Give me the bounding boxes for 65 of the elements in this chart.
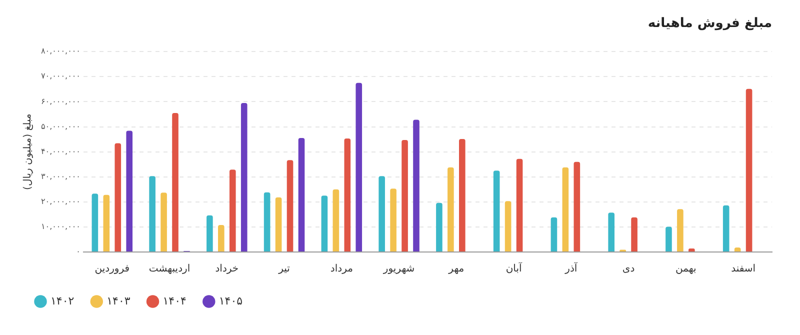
legend-label: ۱۴۰۴ [162, 294, 186, 308]
bar [436, 202, 442, 252]
bar [114, 143, 122, 252]
bar [390, 188, 396, 252]
bar [92, 194, 98, 252]
y-tick-label: ۶۰,۰۰۰,۰۰۰ [40, 96, 80, 106]
y-tick-label: ۷۰,۰۰۰,۰۰۰ [40, 72, 80, 81]
bar [459, 139, 466, 252]
bar [746, 88, 752, 252]
x-tick-label: خرداد [215, 264, 239, 275]
x-tick-label: فروردین [94, 264, 130, 275]
x-tick-label: بهمن [676, 264, 696, 275]
y-tick-label: ۸۰,۰۰۰,۰۰۰ [40, 46, 80, 56]
bar [286, 160, 294, 252]
bar [229, 170, 236, 252]
bar [149, 176, 156, 252]
bar [218, 224, 224, 252]
y-tick-label: ۴۰,۰۰۰,۰۰۰ [40, 146, 80, 156]
bar [448, 167, 454, 252]
x-tick-label: مرداد [330, 264, 353, 275]
legend-label: ۱۴۰۳ [106, 294, 130, 308]
bar [103, 194, 110, 252]
bar [516, 158, 523, 252]
bar [378, 176, 385, 252]
bar [574, 162, 580, 252]
x-tick-label: تیر [278, 264, 290, 275]
y-tick-label: ۲۰,۰۰۰,۰۰۰ [40, 196, 80, 206]
bar [677, 209, 684, 252]
bar [562, 167, 569, 252]
bar [206, 215, 213, 252]
x-tick-label: مهر [448, 264, 464, 275]
legend-label: ۱۴۰۲ [50, 294, 74, 308]
bar [298, 138, 305, 252]
x-tick-label: اردیبهشت [148, 264, 190, 275]
bar [264, 192, 270, 252]
bar [413, 120, 420, 252]
x-tick-label: دی [622, 264, 635, 275]
x-tick-label: اسفند [731, 264, 756, 275]
bar [666, 226, 672, 252]
bar [550, 217, 558, 252]
chart-title: مبلغ فروش ماهیانه [648, 16, 772, 32]
y-axis-title: مبلغ (میلیون ریال) [22, 114, 34, 190]
legend-label: ۱۴۰۵ [218, 294, 243, 308]
bar [608, 212, 614, 252]
x-tick-label: شهریور [382, 264, 415, 275]
bar [504, 201, 512, 252]
bar [332, 189, 340, 252]
y-tick-label: ۳۰,۰۰۰,۰۰۰ [40, 172, 80, 181]
bar [344, 138, 351, 252]
bar [240, 102, 248, 252]
bar [722, 205, 730, 252]
bar [160, 192, 167, 252]
bar [402, 140, 408, 252]
bar [356, 82, 362, 252]
bar [493, 170, 500, 252]
bar [275, 197, 282, 252]
bar [631, 217, 638, 252]
y-tick-label: ۰ [76, 247, 80, 256]
x-tick-label: آذر [564, 262, 578, 275]
bar [321, 196, 328, 252]
bar [126, 130, 133, 252]
y-tick-label: ۱۰,۰۰۰,۰۰۰ [40, 222, 80, 232]
x-tick-label: آبان [506, 262, 523, 275]
bar [172, 112, 178, 252]
y-tick-label: ۵۰,۰۰۰,۰۰۰ [40, 122, 80, 131]
